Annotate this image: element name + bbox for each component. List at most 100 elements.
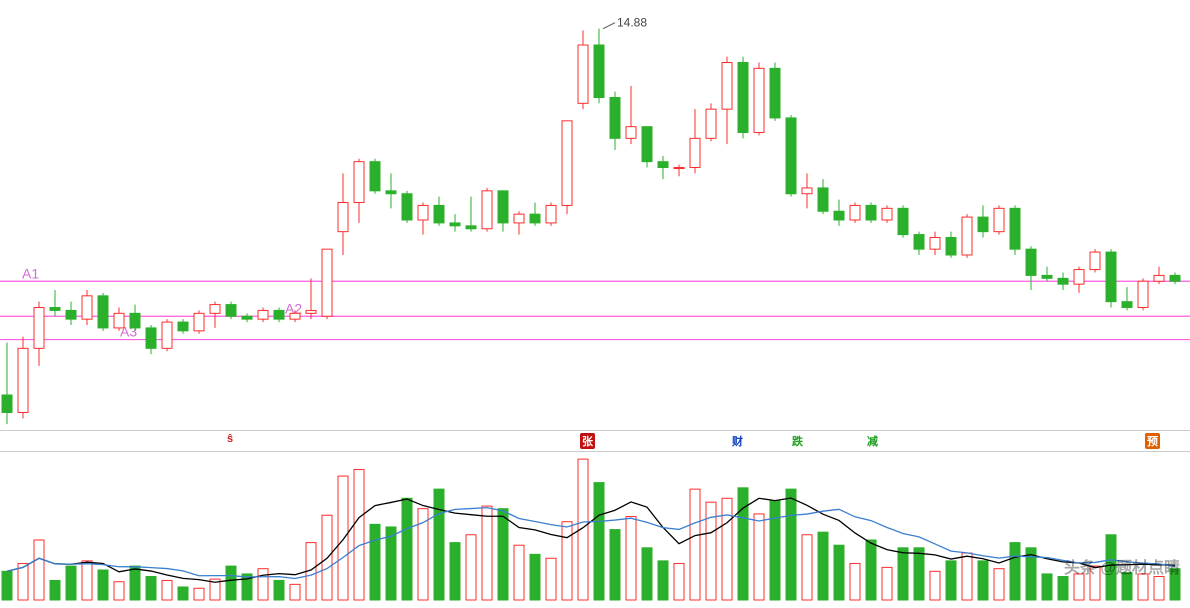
volume-bar bbox=[370, 524, 380, 600]
candle bbox=[258, 310, 268, 319]
candle bbox=[466, 226, 476, 229]
support-line-label: A1 bbox=[22, 265, 39, 281]
candle bbox=[18, 348, 28, 412]
volume-bar bbox=[1042, 574, 1052, 600]
volume-bar bbox=[162, 580, 172, 600]
volume-bar bbox=[562, 522, 572, 600]
volume-bar bbox=[466, 535, 476, 600]
candle bbox=[322, 249, 332, 316]
candle bbox=[850, 205, 860, 220]
volume-bar bbox=[338, 476, 348, 600]
candle bbox=[1010, 208, 1020, 249]
volume-bar bbox=[450, 543, 460, 600]
volume-bar bbox=[658, 561, 668, 600]
volume-bar bbox=[434, 489, 444, 600]
candle bbox=[914, 235, 924, 250]
volume-bar bbox=[818, 532, 828, 600]
candle bbox=[674, 168, 684, 169]
candle bbox=[1026, 249, 1036, 275]
candle bbox=[210, 305, 220, 314]
indicator-row: ŝ张财跌减预 bbox=[0, 430, 1190, 452]
candle bbox=[530, 214, 540, 223]
volume-bar bbox=[690, 489, 700, 600]
volume-chart bbox=[0, 450, 1190, 608]
candle bbox=[642, 127, 652, 162]
volume-bar bbox=[82, 561, 92, 600]
volume-bar bbox=[546, 558, 556, 600]
volume-bar bbox=[994, 569, 1004, 600]
candle bbox=[418, 205, 428, 220]
candle bbox=[338, 203, 348, 232]
candle bbox=[706, 109, 716, 138]
volume-bar bbox=[610, 530, 620, 600]
candle bbox=[626, 127, 636, 139]
candle bbox=[130, 313, 140, 328]
volume-bar bbox=[930, 571, 940, 600]
volume-bar bbox=[946, 561, 956, 600]
volume-bar bbox=[882, 567, 892, 600]
candle bbox=[178, 322, 188, 331]
candle bbox=[98, 296, 108, 328]
volume-bar bbox=[18, 563, 28, 600]
candle bbox=[34, 308, 44, 349]
candle bbox=[1074, 270, 1084, 285]
candle bbox=[1058, 278, 1068, 284]
watermark: 头条 @题材点睛 bbox=[1064, 554, 1180, 578]
candle bbox=[1042, 275, 1052, 278]
indicator-badge: 跌 bbox=[790, 433, 805, 449]
candle bbox=[82, 296, 92, 319]
candle bbox=[146, 328, 156, 348]
volume-bar bbox=[1010, 543, 1020, 600]
candle bbox=[690, 138, 700, 167]
volume-bar bbox=[354, 470, 364, 600]
volume-bar bbox=[482, 506, 492, 600]
volume-bar bbox=[386, 527, 396, 600]
candle bbox=[786, 118, 796, 194]
candle bbox=[370, 162, 380, 191]
volume-bar bbox=[978, 561, 988, 600]
volume-bar bbox=[130, 566, 140, 600]
candle bbox=[1154, 275, 1164, 281]
volume-bar bbox=[786, 489, 796, 600]
candle bbox=[578, 45, 588, 103]
candle bbox=[242, 316, 252, 319]
candle bbox=[562, 121, 572, 206]
volume-bar bbox=[722, 498, 732, 600]
volume-bar bbox=[258, 569, 268, 600]
volume-bar bbox=[834, 545, 844, 600]
volume-ma-line bbox=[7, 508, 1175, 579]
volume-bar bbox=[66, 566, 76, 600]
candle bbox=[658, 162, 668, 168]
volume-bar bbox=[1058, 577, 1068, 600]
candle bbox=[978, 217, 988, 232]
volume-bar bbox=[194, 588, 204, 600]
volume-bar bbox=[626, 517, 636, 600]
peak-price-label: 14.88 bbox=[617, 16, 647, 30]
volume-bar bbox=[34, 540, 44, 600]
candle bbox=[114, 313, 124, 328]
volume-bar bbox=[802, 535, 812, 600]
candle bbox=[450, 223, 460, 226]
volume-bar bbox=[866, 540, 876, 600]
candle bbox=[546, 205, 556, 223]
volume-bar bbox=[402, 498, 412, 600]
volume-bar bbox=[914, 548, 924, 600]
indicator-badge: 预 bbox=[1145, 433, 1160, 449]
candle bbox=[898, 208, 908, 234]
candle bbox=[226, 305, 236, 317]
candle bbox=[722, 63, 732, 110]
candle bbox=[1138, 281, 1148, 307]
indicator-badge: 财 bbox=[730, 433, 745, 449]
candle bbox=[770, 68, 780, 118]
volume-bar bbox=[770, 501, 780, 600]
volume-bar bbox=[962, 553, 972, 600]
candle bbox=[434, 205, 444, 223]
candle bbox=[962, 217, 972, 255]
volume-bar bbox=[754, 514, 764, 600]
volume-bar bbox=[738, 488, 748, 600]
candle bbox=[194, 313, 204, 331]
volume-bar bbox=[50, 580, 60, 600]
candle bbox=[946, 238, 956, 256]
candlestick-chart: A1A2A314.88 bbox=[0, 0, 1190, 430]
candle bbox=[498, 191, 508, 223]
